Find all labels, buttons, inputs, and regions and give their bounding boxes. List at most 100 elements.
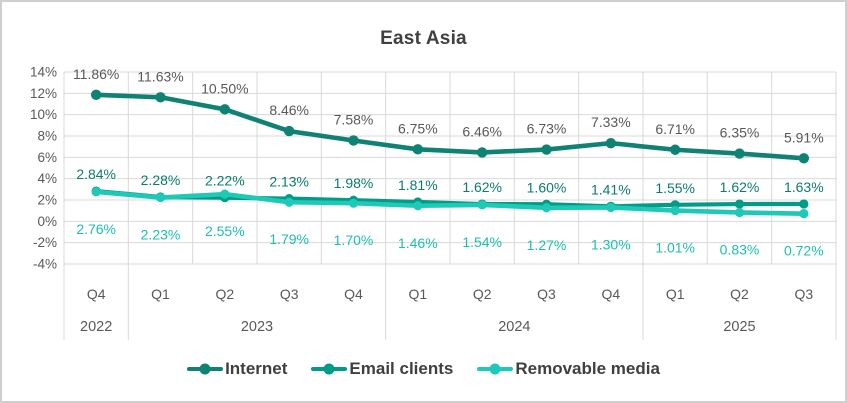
legend-label: Removable media <box>515 359 660 378</box>
data-point-removable-media <box>220 189 230 199</box>
data-point-removable-media <box>799 209 809 219</box>
data-label-internet: 6.71% <box>655 121 695 137</box>
x-axis-quarter-label: Q1 <box>151 286 170 302</box>
x-axis-quarter-label: Q3 <box>794 286 813 302</box>
data-point-removable-media <box>541 203 552 213</box>
x-axis-quarter-label: Q4 <box>87 286 106 302</box>
data-point-internet <box>90 89 102 101</box>
x-axis-year-label: 2025 <box>723 319 755 335</box>
data-point-removable-media <box>348 198 359 208</box>
data-point-removable-media <box>670 205 680 216</box>
data-label-internet: 10.50% <box>201 80 248 96</box>
data-label-internet: 7.33% <box>591 114 631 130</box>
data-point-internet <box>734 148 745 159</box>
data-label-internet: 6.46% <box>462 123 502 139</box>
data-point-removable-media <box>606 202 616 213</box>
data-label-removable-media: 1.46% <box>398 235 438 251</box>
data-label-internet: 6.35% <box>720 125 760 141</box>
data-label-internet: 6.75% <box>398 120 438 136</box>
data-label-removable-media: 2.23% <box>141 227 181 243</box>
legend-dot-icon <box>323 363 335 375</box>
legend-line-dot-icon <box>187 363 224 375</box>
data-point-removable-media <box>155 192 166 203</box>
y-axis-label: 10% <box>30 107 57 122</box>
data-label-removable-media: 1.79% <box>269 231 309 247</box>
data-point-internet <box>155 92 166 103</box>
data-label-email-clients: 2.13% <box>269 174 309 190</box>
legend-line-dot-icon <box>311 363 348 375</box>
x-axis-quarter-label: Q3 <box>280 286 299 302</box>
data-point-internet <box>605 137 617 149</box>
data-point-removable-media <box>413 201 423 211</box>
chart-title: East Asia <box>380 28 467 49</box>
data-label-removable-media: 2.55% <box>205 223 245 239</box>
data-label-email-clients: 1.62% <box>462 179 502 195</box>
legend-label: Email clients <box>349 359 454 378</box>
series-line-internet <box>93 92 807 161</box>
data-label-email-clients: 1.41% <box>591 181 631 197</box>
data-label-email-clients: 1.55% <box>655 180 695 196</box>
data-label-internet: 8.46% <box>269 102 309 118</box>
data-label-internet: 6.73% <box>527 121 567 137</box>
legend-line-dot-icon <box>477 363 514 375</box>
data-label-removable-media: 1.27% <box>527 237 567 253</box>
y-axis-label: 0% <box>37 214 57 229</box>
data-point-internet <box>412 144 424 155</box>
x-axis-year-label: 2022 <box>80 319 112 335</box>
data-label-email-clients: 1.60% <box>527 179 567 195</box>
data-label-email-clients: 1.63% <box>784 179 824 195</box>
legend-item-removable-media: Removable media <box>477 359 660 379</box>
data-point-removable-media <box>734 207 745 218</box>
legend-item-email-clients: Email clients <box>311 359 453 379</box>
data-point-internet <box>798 153 810 164</box>
data-label-email-clients: 1.98% <box>334 175 374 191</box>
data-label-removable-media: 0.72% <box>784 243 824 259</box>
data-point-internet <box>348 135 359 146</box>
y-axis-label: -2% <box>33 235 57 250</box>
y-axis-label: 4% <box>37 171 57 186</box>
data-point-internet <box>283 125 295 137</box>
x-axis-quarter-label: Q1 <box>408 286 427 302</box>
x-axis-quarter-label: Q4 <box>344 286 363 302</box>
data-label-removable-media: 1.70% <box>334 232 374 248</box>
legend-dot-icon <box>199 363 211 375</box>
data-point-internet <box>541 144 552 155</box>
data-point-removable-media <box>477 200 487 210</box>
y-axis-label: 8% <box>37 129 57 144</box>
data-label-removable-media: 1.01% <box>655 240 695 256</box>
y-axis-label: 2% <box>37 193 57 208</box>
data-label-internet: 11.86% <box>73 66 119 82</box>
data-point-removable-media <box>284 197 294 207</box>
y-axis-label: 6% <box>37 150 57 165</box>
x-axis-quarter-label: Q2 <box>730 286 749 302</box>
data-label-email-clients: 2.84% <box>76 166 116 182</box>
data-label-internet: 5.91% <box>784 129 824 145</box>
series-line-removable-media <box>93 189 807 216</box>
data-label-email-clients: 2.28% <box>141 172 181 188</box>
y-axis-label: 14% <box>30 65 57 80</box>
data-label-email-clients: 1.81% <box>398 177 438 193</box>
data-label-email-clients: 2.22% <box>205 173 245 189</box>
y-axis-label: 12% <box>30 86 57 101</box>
x-axis-quarter-label: Q2 <box>473 286 492 302</box>
data-label-removable-media: 1.54% <box>462 234 502 250</box>
x-axis-year-label: 2023 <box>241 319 273 335</box>
legend-dot-icon <box>489 363 501 375</box>
data-point-internet <box>476 147 488 158</box>
data-label-removable-media: 1.30% <box>591 236 631 252</box>
x-axis-year-label: 2024 <box>498 319 530 335</box>
data-label-email-clients: 1.62% <box>720 179 760 195</box>
legend-label: Internet <box>225 359 288 378</box>
x-axis-quarter-label: Q2 <box>215 286 234 302</box>
data-label-removable-media: 2.76% <box>76 221 116 237</box>
data-point-email-clients <box>734 199 745 209</box>
y-axis-label: -4% <box>33 257 57 272</box>
data-point-email-clients <box>799 199 809 209</box>
x-axis-quarter-label: Q4 <box>601 286 620 302</box>
x-axis-quarter-label: Q3 <box>537 286 556 302</box>
data-label-internet: 7.58% <box>334 111 374 127</box>
data-point-internet <box>219 104 231 115</box>
legend-item-internet: Internet <box>187 359 287 379</box>
